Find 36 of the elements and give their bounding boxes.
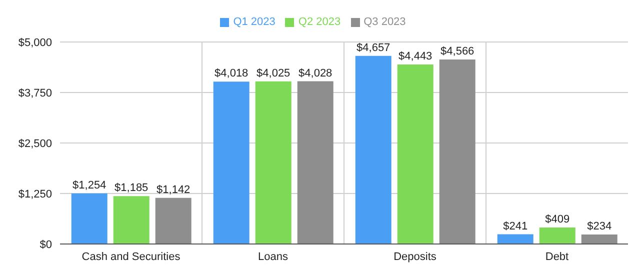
legend-label: Q2 2023 [298, 16, 341, 28]
bar [397, 64, 434, 244]
y-tick-label: $5,000 [18, 36, 52, 49]
data-label: $1,254 [72, 179, 106, 192]
y-tick-label: $2,500 [18, 138, 52, 150]
data-label: $1,142 [156, 184, 190, 196]
data-label: $4,657 [356, 42, 390, 54]
x-tick-label: Cash and Securities [82, 250, 181, 263]
bar [539, 227, 576, 244]
bar [439, 60, 476, 244]
y-tick-label: $0 [40, 238, 52, 251]
bar [255, 81, 292, 244]
x-tick-label: Loans [258, 250, 288, 263]
data-label: $241 [503, 220, 528, 232]
bar [497, 234, 534, 244]
data-label: $409 [545, 213, 570, 226]
y-tick-label: $3,750 [18, 87, 52, 100]
x-tick-label: Debt [545, 250, 569, 263]
bar [581, 234, 618, 244]
bar [113, 196, 150, 244]
data-label: $4,443 [398, 50, 432, 63]
bar [71, 193, 108, 244]
data-label: $4,018 [214, 68, 248, 80]
bar [155, 198, 192, 244]
data-label: $4,028 [298, 67, 332, 80]
bar [213, 82, 250, 244]
x-tick-label: Deposits [394, 250, 437, 263]
data-label: $4,566 [440, 46, 474, 58]
bar [297, 81, 334, 244]
bar [355, 56, 392, 244]
data-label: $234 [587, 220, 612, 233]
legend-label: Q1 2023 [233, 16, 276, 28]
data-label: $1,185 [114, 182, 148, 194]
data-label: $4,025 [256, 67, 290, 80]
y-tick-label: $1,250 [18, 188, 52, 200]
legend-label: Q3 2023 [364, 16, 406, 28]
